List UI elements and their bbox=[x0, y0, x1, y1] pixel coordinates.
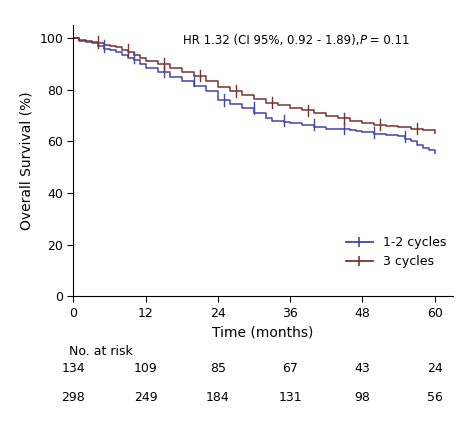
Text: 131: 131 bbox=[278, 391, 302, 404]
Text: 109: 109 bbox=[134, 362, 157, 375]
Y-axis label: Overall Survival (%): Overall Survival (%) bbox=[19, 91, 34, 230]
Text: = 0.11: = 0.11 bbox=[366, 33, 410, 47]
Text: 56: 56 bbox=[427, 391, 443, 404]
Legend: 1-2 cycles, 3 cycles: 1-2 cycles, 3 cycles bbox=[346, 236, 447, 268]
X-axis label: Time (months): Time (months) bbox=[212, 325, 314, 339]
Text: 67: 67 bbox=[282, 362, 298, 375]
Text: 134: 134 bbox=[62, 362, 85, 375]
Text: No. at risk: No. at risk bbox=[69, 345, 132, 358]
Text: 43: 43 bbox=[355, 362, 370, 375]
Text: 298: 298 bbox=[62, 391, 85, 404]
Text: 24: 24 bbox=[427, 362, 443, 375]
Text: 98: 98 bbox=[355, 391, 370, 404]
Text: P: P bbox=[360, 33, 367, 47]
Text: HR 1.32 (CI 95%, 0.92 - 1.89),: HR 1.32 (CI 95%, 0.92 - 1.89), bbox=[183, 33, 364, 47]
Text: 85: 85 bbox=[210, 362, 226, 375]
Text: 184: 184 bbox=[206, 391, 230, 404]
Text: 249: 249 bbox=[134, 391, 157, 404]
